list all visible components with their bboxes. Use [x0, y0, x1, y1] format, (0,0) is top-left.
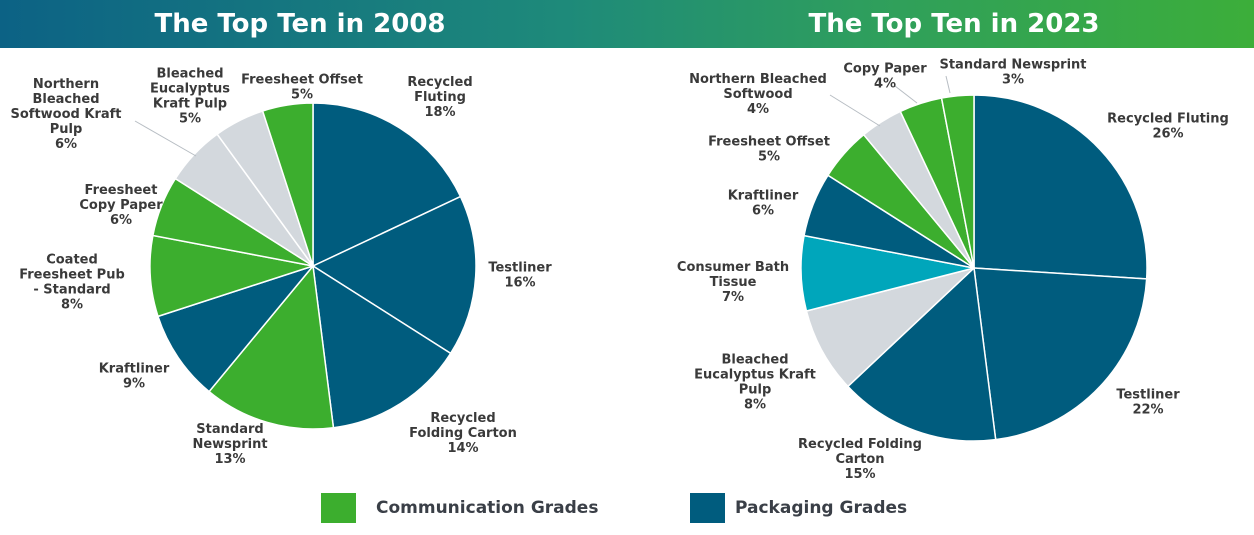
- slice-label-0-7: Northern Bleached Softwood Kraft Pulp 6%: [11, 77, 122, 152]
- pie-slice-0-1: [311, 195, 477, 355]
- slice-label-0-3: Standard Newsprint 13%: [192, 422, 267, 467]
- pie-slice-0-0: [312, 102, 462, 268]
- slice-label-1-4: Consumer Bath Tissue 7%: [677, 260, 789, 305]
- leader-line-1-8: [894, 85, 918, 104]
- legend-label-communication: Communication Grades: [376, 498, 599, 518]
- pie-slice-1-1: [973, 267, 1148, 441]
- chart-title-2008: The Top Ten in 2008: [154, 9, 446, 39]
- pie-slice-0-2: [312, 264, 452, 429]
- slice-label-1-1: Testliner 22%: [1116, 388, 1180, 418]
- pie-slice-1-9: [940, 94, 975, 269]
- slice-label-0-1: Testliner 16%: [488, 261, 552, 291]
- pie-slice-0-9: [261, 102, 314, 267]
- pie-slice-0-4: [157, 264, 316, 393]
- slice-label-1-2: Recycled Folding Carton 15%: [798, 437, 922, 482]
- slice-label-0-4: Kraftliner 9%: [99, 362, 170, 392]
- slice-label-1-9: Standard Newsprint 3%: [939, 58, 1086, 88]
- slice-label-1-8: Copy Paper 4%: [843, 62, 927, 92]
- slice-label-0-2: Recycled Folding Carton 14%: [409, 411, 517, 456]
- legend-swatch-packaging: [690, 493, 725, 523]
- slice-label-0-9: Freesheet Offset 5%: [241, 73, 363, 103]
- leader-line-1-7: [829, 94, 881, 127]
- slice-label-1-3: Bleached Eucalyptus Kraft Pulp 8%: [694, 353, 816, 413]
- pie-slice-0-3: [208, 264, 335, 430]
- slice-label-0-5: Coated Freesheet Pub - Standard 8%: [19, 253, 125, 313]
- slice-label-0-0: Recycled Fluting 18%: [407, 75, 472, 120]
- leader-line-0-7: [134, 120, 197, 157]
- leader-line-1-9: [945, 75, 951, 94]
- slice-label-0-8: Bleached Eucalyptus Kraft Pulp 5%: [150, 67, 230, 127]
- legend-label-packaging: Packaging Grades: [735, 498, 908, 518]
- pie-slice-1-2: [846, 266, 997, 442]
- slice-label-0-6: Freesheet Copy Paper 6%: [79, 183, 163, 228]
- slice-label-1-5: Kraftliner 6%: [728, 189, 799, 219]
- slice-label-1-0: Recycled Fluting 26%: [1107, 112, 1229, 142]
- slice-label-1-7: Northern Bleached Softwood 4%: [689, 72, 827, 117]
- legend-swatch-communication: [321, 493, 356, 523]
- header-bar: [0, 0, 1254, 48]
- pie-slice-1-0: [973, 94, 1148, 280]
- slice-label-1-6: Freesheet Offset 5%: [708, 135, 830, 165]
- chart-title-2023: The Top Ten in 2023: [808, 9, 1100, 39]
